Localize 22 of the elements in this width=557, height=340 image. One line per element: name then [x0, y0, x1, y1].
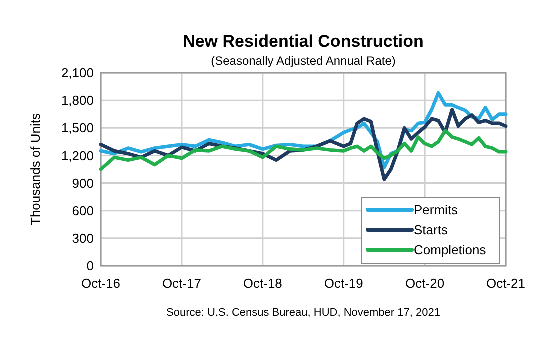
- chart-subtitle: (Seasonally Adjusted Annual Rate): [211, 54, 396, 68]
- y-tick-label: 600: [72, 203, 94, 218]
- x-tick-label: Oct-17: [162, 276, 202, 291]
- y-tick-label: 0: [86, 258, 94, 274]
- x-tick-label: Oct-18: [243, 276, 282, 291]
- y-tick-label: 1,500: [61, 120, 94, 136]
- line-series: [99, 129, 508, 172]
- y-tick-label: 2,100: [61, 66, 94, 81]
- legend-label: Completions: [414, 242, 487, 258]
- x-tick-label: Oct-19: [324, 276, 364, 291]
- x-tick-label: Oct-16: [81, 276, 121, 291]
- y-tick-label: 900: [72, 176, 94, 191]
- x-tick-label: Oct-21: [486, 276, 526, 291]
- y-tick-label: 300: [72, 230, 94, 246]
- source-note: Source: U.S. Census Bureau, HUD, November 17, 2021: [166, 307, 440, 319]
- y-tick-label: 1,200: [61, 148, 94, 164]
- y-tick-label: 1,800: [61, 93, 94, 108]
- chart-title: New Residential Construction: [183, 32, 424, 51]
- legend-label: Starts: [414, 222, 448, 238]
- y-axis-title: Thousands of Units: [28, 113, 43, 226]
- x-tick-label: Oct-20: [406, 276, 445, 291]
- legend-label: Permits: [414, 202, 459, 218]
